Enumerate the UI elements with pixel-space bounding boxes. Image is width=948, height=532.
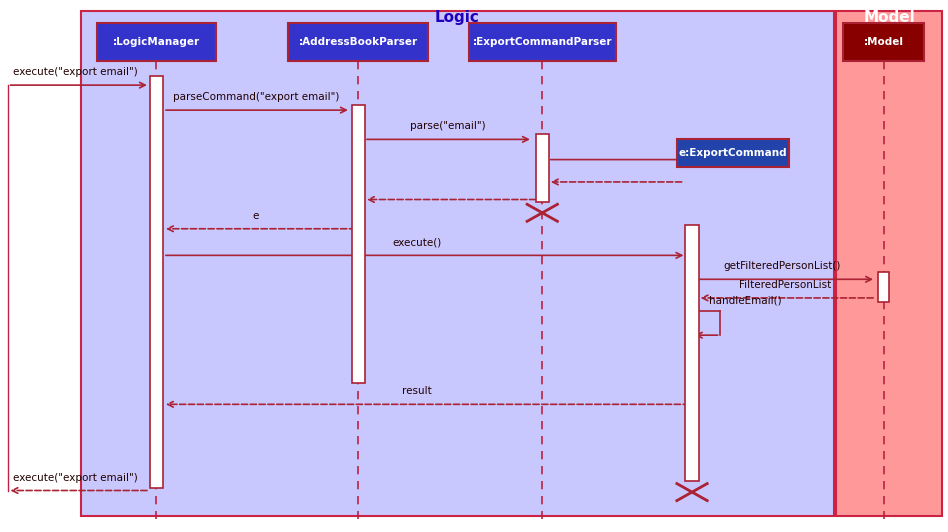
Text: :AddressBookParser: :AddressBookParser: [299, 37, 418, 47]
Text: e: e: [253, 211, 259, 221]
Text: parseCommand("export email"): parseCommand("export email"): [173, 92, 339, 102]
Bar: [685, 225, 699, 481]
Text: :Model: :Model: [864, 37, 903, 47]
Bar: [878, 272, 889, 302]
Text: :LogicManager: :LogicManager: [113, 37, 200, 47]
Text: FilteredPersonList: FilteredPersonList: [738, 280, 831, 290]
Bar: [844, 23, 923, 61]
Text: Logic: Logic: [435, 10, 480, 24]
Bar: [468, 23, 616, 61]
Bar: [352, 105, 365, 383]
Text: :ExportCommandParser: :ExportCommandParser: [472, 37, 612, 47]
Text: handleEmail(): handleEmail(): [709, 296, 782, 306]
Bar: [536, 134, 549, 202]
Text: result: result: [402, 386, 432, 396]
Bar: [150, 76, 163, 488]
Bar: [836, 11, 942, 516]
Text: execute(): execute(): [392, 237, 442, 247]
Text: e:ExportCommand: e:ExportCommand: [679, 148, 787, 158]
Bar: [97, 23, 216, 61]
Text: Model: Model: [864, 10, 915, 24]
Text: parse("email"): parse("email"): [410, 121, 485, 131]
Text: execute("export email"): execute("export email"): [13, 67, 138, 77]
Text: execute("export email"): execute("export email"): [13, 472, 138, 483]
Bar: [81, 11, 834, 516]
Bar: [677, 139, 789, 167]
Text: getFilteredPersonList(): getFilteredPersonList(): [723, 261, 841, 271]
Bar: [288, 23, 428, 61]
